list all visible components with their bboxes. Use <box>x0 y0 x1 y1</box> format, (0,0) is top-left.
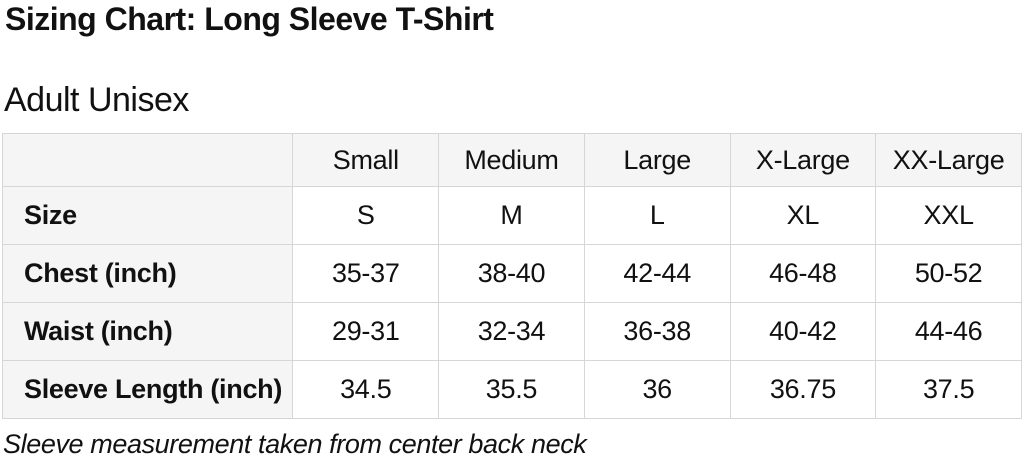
table-cell-sleeve-xx-large: 37.5 <box>875 360 1022 419</box>
row-label-sleeve-length: Sleeve Length (inch) <box>1 360 294 419</box>
table-cell-size-small: S <box>292 186 440 245</box>
table-cell-waist-xx-large: 44-46 <box>875 302 1022 361</box>
table-cell-chest-large: 42-44 <box>583 244 731 303</box>
table-cell-chest-xx-large: 50-52 <box>875 244 1022 303</box>
section-heading-adult-unisex: Adult Unisex <box>4 81 189 119</box>
table-cell-waist-medium: 32-34 <box>438 302 585 361</box>
table-row-sleeve-length: Sleeve Length (inch) 34.5 35.5 36 36.75 … <box>1 360 1022 419</box>
table-cell-waist-small: 29-31 <box>292 302 440 361</box>
table-cell-waist-x-large: 40-42 <box>729 302 877 361</box>
page-title: Sizing Chart: Long Sleeve T-Shirt <box>5 1 494 37</box>
column-header-xx-large: XX-Large <box>875 133 1022 187</box>
column-header-large: Large <box>583 133 731 187</box>
table-cell-size-large: L <box>583 186 731 245</box>
table-cell-size-medium: M <box>438 186 585 245</box>
table-cell-sleeve-small: 34.5 <box>292 360 440 419</box>
table-cell-chest-x-large: 46-48 <box>729 244 877 303</box>
row-label-chest: Chest (inch) <box>1 244 294 303</box>
row-label-waist: Waist (inch) <box>1 302 294 361</box>
table-row-chest: Chest (inch) 35-37 38-40 42-44 46-48 50-… <box>1 244 1022 303</box>
table-cell-sleeve-x-large: 36.75 <box>729 360 877 419</box>
column-header-x-large: X-Large <box>729 133 877 187</box>
sizing-table: Small Medium Large X-Large XX-Large Size… <box>1 133 1022 419</box>
column-header-medium: Medium <box>438 133 585 187</box>
table-header-row: Small Medium Large X-Large XX-Large <box>1 133 1022 187</box>
table-cell-size-x-large: XL <box>729 186 877 245</box>
footnote: Sleeve measurement taken from center bac… <box>3 429 587 459</box>
table-cell-sleeve-medium: 35.5 <box>438 360 585 419</box>
table-row-size: Size S M L XL XXL <box>1 186 1022 245</box>
table-cell-sleeve-large: 36 <box>583 360 731 419</box>
table-row-waist: Waist (inch) 29-31 32-34 36-38 40-42 44-… <box>1 302 1022 361</box>
table-cell-chest-medium: 38-40 <box>438 244 585 303</box>
column-header-small: Small <box>292 133 440 187</box>
table-cell-chest-small: 35-37 <box>292 244 440 303</box>
table-cell-waist-large: 36-38 <box>583 302 731 361</box>
table-cell-size-xx-large: XXL <box>875 186 1022 245</box>
row-label-size: Size <box>1 186 294 245</box>
corner-cell <box>1 133 294 187</box>
